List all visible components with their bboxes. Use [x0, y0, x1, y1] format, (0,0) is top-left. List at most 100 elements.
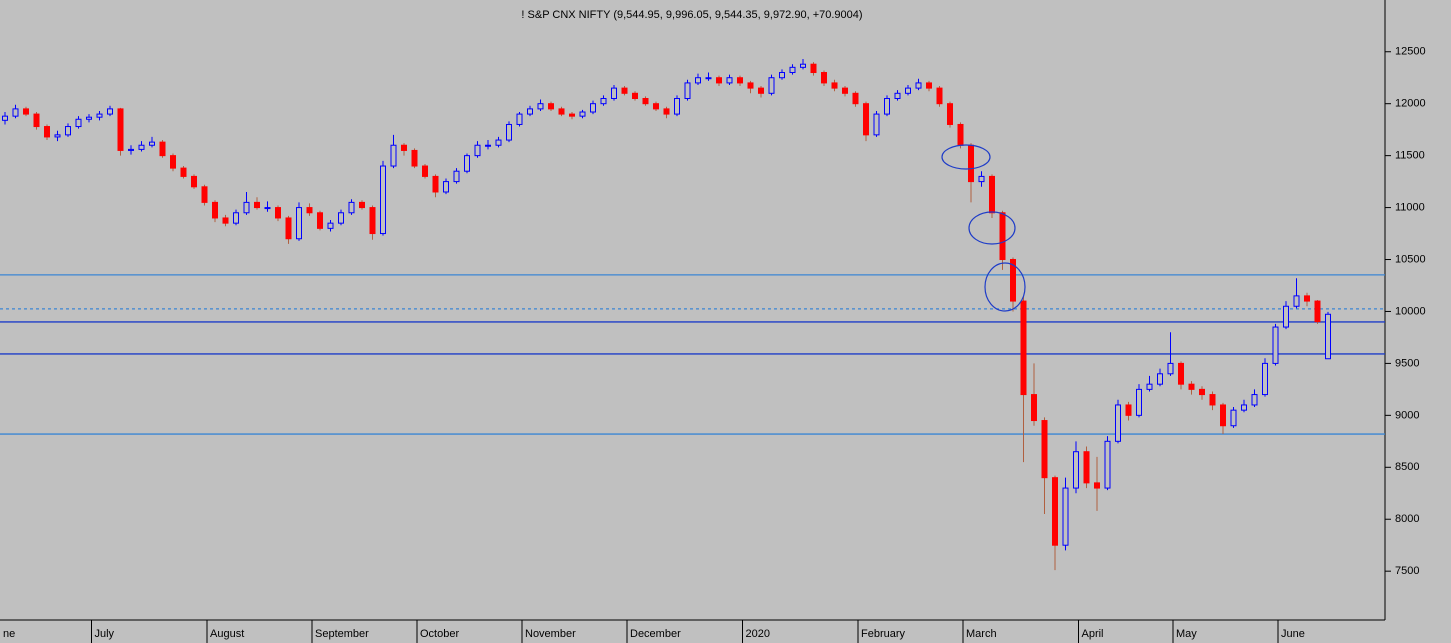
candle-body — [1304, 295, 1310, 302]
candle-body — [947, 103, 953, 125]
candle-body — [915, 82, 922, 89]
candle-body — [737, 77, 743, 84]
y-tick-label: 10000 — [1395, 305, 1426, 317]
candle-body — [1220, 404, 1226, 427]
candle-body — [579, 111, 586, 117]
x-tick-label: November — [525, 628, 576, 640]
candle-body — [149, 141, 155, 146]
candle-body — [1136, 388, 1142, 416]
candle-body — [674, 97, 680, 115]
candle-body — [1167, 362, 1174, 375]
candle-body — [1230, 409, 1237, 427]
candle-body — [159, 141, 166, 157]
candle-body — [254, 201, 260, 209]
candle-body — [611, 87, 617, 99]
candle-body — [86, 116, 92, 120]
candle-body — [1314, 300, 1321, 323]
x-tick-label: September — [315, 628, 369, 640]
y-tick-label: 9000 — [1395, 409, 1419, 421]
x-tick-label: June — [1281, 628, 1305, 640]
x-tick-label: August — [210, 628, 244, 640]
candle-body — [1073, 451, 1079, 489]
candle-body — [1262, 362, 1268, 396]
candle-body — [369, 207, 376, 235]
candle-body — [1251, 394, 1258, 406]
candle-body — [233, 212, 239, 224]
candle-body — [1241, 404, 1247, 411]
candle-body — [506, 123, 512, 141]
y-tick-label: 9500 — [1395, 357, 1419, 369]
candle-body — [747, 82, 754, 89]
candle-body — [936, 87, 943, 105]
candle-body — [1157, 373, 1163, 385]
candle-body — [905, 87, 911, 94]
candle-body — [1031, 394, 1037, 422]
x-tick-label: December — [630, 628, 681, 640]
circle-annotation — [984, 262, 1026, 312]
candle-body — [401, 144, 407, 151]
candle-body — [212, 201, 218, 219]
candle-body — [1094, 482, 1100, 489]
candle-body — [285, 217, 292, 240]
candle-body — [1293, 295, 1300, 307]
candle-body — [1010, 259, 1016, 302]
candle-body — [380, 165, 386, 235]
y-tick-label: 12000 — [1395, 98, 1426, 110]
candle-body — [191, 175, 197, 188]
candle-body — [33, 113, 40, 128]
candle-body — [12, 108, 19, 117]
candle-body — [810, 63, 817, 74]
candle-body — [411, 149, 418, 167]
candle-body — [590, 103, 596, 113]
candle-body — [54, 134, 61, 138]
candle-body — [726, 77, 733, 84]
candle-body — [548, 103, 554, 110]
candle-body — [1115, 404, 1121, 442]
candle-body — [852, 92, 859, 105]
candle-body — [1209, 394, 1216, 406]
candle-body — [1125, 404, 1132, 416]
candle-body — [275, 207, 281, 219]
candle-body — [296, 207, 302, 240]
candle-body — [180, 167, 187, 177]
candle-body — [695, 77, 701, 84]
candle-body — [264, 207, 271, 210]
x-tick-label: ne — [3, 628, 15, 640]
candle-body — [999, 212, 1006, 261]
candle-body — [527, 108, 533, 115]
candle-body — [600, 97, 607, 105]
y-tick-label: 8000 — [1395, 513, 1419, 525]
candle-body — [684, 82, 691, 99]
candle-body — [474, 144, 481, 157]
candle-body — [390, 144, 397, 167]
candle-body — [632, 92, 638, 99]
x-tick-label: July — [95, 628, 115, 640]
candle-body — [705, 77, 712, 80]
candle-body — [800, 63, 806, 68]
candle-body — [1083, 451, 1090, 484]
candle-body — [831, 82, 838, 89]
candle-body — [716, 77, 722, 84]
candle-body — [485, 144, 491, 147]
candle-body — [317, 212, 323, 229]
candle-body — [863, 103, 869, 136]
x-tick-label: February — [861, 628, 906, 640]
y-tick-label: 11500 — [1395, 150, 1425, 162]
x-tick-label: 2020 — [746, 628, 770, 640]
candle-body — [1052, 477, 1058, 546]
x-tick-label: March — [966, 628, 997, 640]
candle-body — [537, 103, 544, 110]
candle-body — [338, 212, 344, 224]
candle-body — [1283, 305, 1289, 328]
candle-body — [1020, 300, 1027, 396]
candle-body — [23, 108, 29, 115]
candle-body — [44, 126, 50, 138]
candle-body — [359, 201, 365, 209]
candle-body — [117, 108, 124, 151]
candle-body — [821, 72, 827, 84]
candle-body — [957, 123, 964, 146]
candle-body — [65, 126, 71, 136]
candle-body — [1199, 388, 1205, 396]
candle-body — [75, 118, 82, 128]
candle-body — [1041, 420, 1048, 479]
